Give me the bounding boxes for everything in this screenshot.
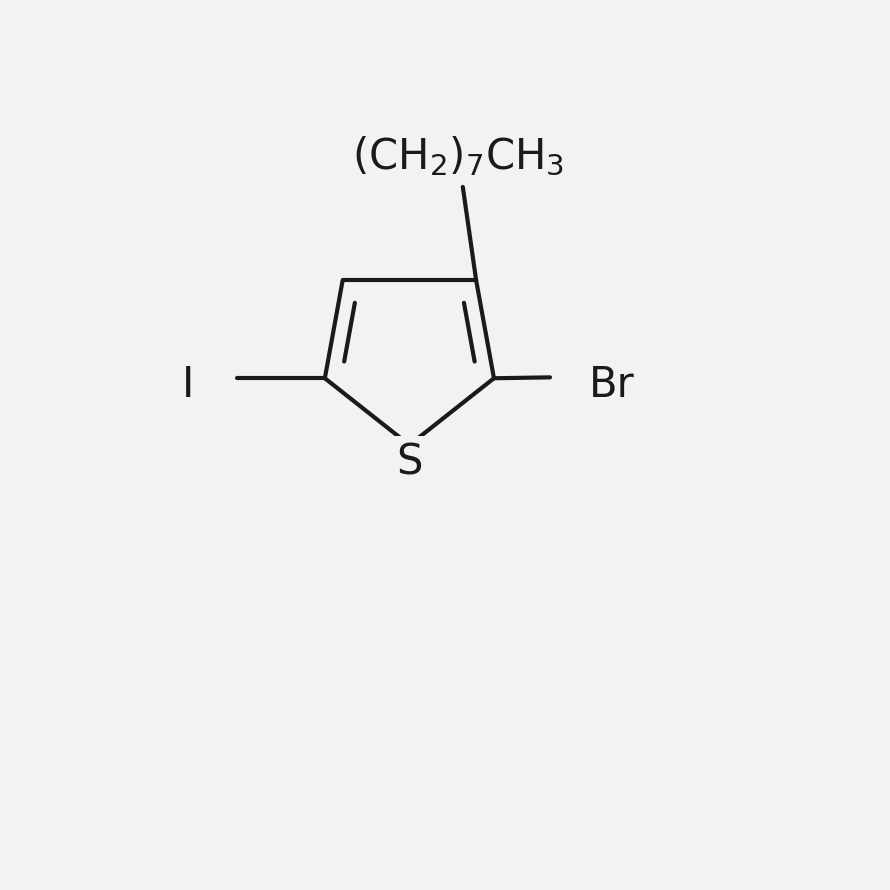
Text: (CH$_2$)$_7$CH$_3$: (CH$_2$)$_7$CH$_3$ (352, 134, 563, 178)
Text: S: S (396, 441, 423, 484)
Text: I: I (182, 364, 194, 407)
Text: Br: Br (589, 364, 635, 407)
